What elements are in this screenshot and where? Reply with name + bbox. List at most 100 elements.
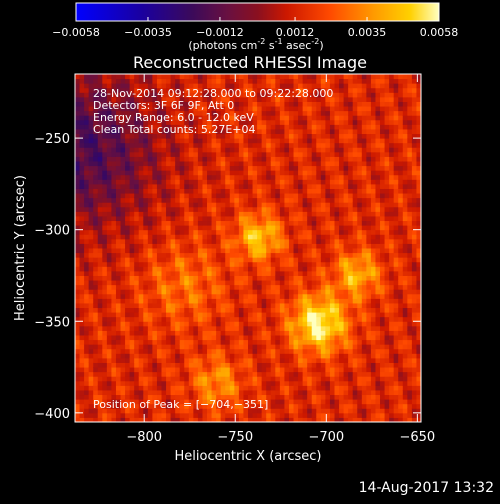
heatmap-cell (125, 289, 130, 294)
heatmap-cell (98, 353, 103, 358)
heatmap-cell (98, 298, 103, 303)
heatmap-cell (266, 275, 271, 280)
heatmap-cell (348, 257, 353, 262)
chart-title: Reconstructed RHESSI Image (133, 53, 367, 72)
heatmap-cell (80, 138, 85, 143)
heatmap-cell (134, 358, 139, 363)
heatmap-cell (371, 312, 376, 317)
heatmap-cell (75, 271, 80, 276)
heatmap-cell (298, 303, 303, 308)
heatmap-cell (84, 92, 89, 97)
heatmap-cell (175, 298, 180, 303)
heatmap-cell (257, 271, 262, 276)
heatmap-cell (339, 179, 344, 184)
heatmap-cell (148, 340, 153, 345)
heatmap-cell (325, 211, 330, 216)
heatmap-cell (266, 170, 271, 175)
heatmap-cell (116, 266, 121, 271)
heatmap-cell (366, 129, 371, 134)
heatmap-cell (243, 390, 248, 395)
heatmap-cell (330, 216, 335, 221)
heatmap-cell (198, 216, 203, 221)
heatmap-cell (362, 124, 367, 129)
heatmap-cell (80, 234, 85, 239)
heatmap-cell (189, 362, 194, 367)
heatmap-cell (280, 349, 285, 354)
heatmap-cell (371, 385, 376, 390)
heatmap-cell (275, 413, 280, 418)
heatmap-cell (189, 390, 194, 395)
heatmap-cell (234, 253, 239, 258)
heatmap-cell (189, 147, 194, 152)
heatmap-cell (253, 143, 258, 148)
heatmap-cell (134, 166, 139, 171)
heatmap-cell (107, 376, 112, 381)
heatmap-cell (98, 344, 103, 349)
heatmap-cell (335, 138, 340, 143)
heatmap-cell (84, 202, 89, 207)
heatmap-cell (189, 285, 194, 290)
heatmap-cell (330, 79, 335, 84)
heatmap-cell (234, 211, 239, 216)
heatmap-cell (262, 321, 267, 326)
heatmap-cell (321, 106, 326, 111)
heatmap-cell (303, 266, 308, 271)
heatmap-cell (80, 335, 85, 340)
heatmap-cell (262, 138, 267, 143)
heatmap-cell (303, 202, 308, 207)
heatmap-cell (162, 221, 167, 226)
heatmap-cell (294, 271, 299, 276)
heatmap-cell (294, 175, 299, 180)
heatmap-cell (98, 367, 103, 372)
heatmap-cell (280, 344, 285, 349)
heatmap-cell (321, 312, 326, 317)
heatmap-cell (202, 312, 207, 317)
heatmap-cell (202, 225, 207, 230)
heatmap-cell (330, 390, 335, 395)
heatmap-cell (198, 321, 203, 326)
heatmap-cell (143, 184, 148, 189)
heatmap-cell (230, 349, 235, 354)
heatmap-cell (84, 211, 89, 216)
heatmap-cell (348, 129, 353, 134)
heatmap-cell (362, 184, 367, 189)
heatmap-cell (339, 344, 344, 349)
heatmap-cell (175, 312, 180, 317)
heatmap-cell (298, 198, 303, 203)
heatmap-cell (116, 188, 121, 193)
heatmap-cell (193, 353, 198, 358)
heatmap-cell (84, 129, 89, 134)
heatmap-cell (166, 161, 171, 166)
heatmap-cell (125, 321, 130, 326)
heatmap-cell (275, 143, 280, 148)
heatmap-cell (262, 216, 267, 221)
heatmap-cell (257, 120, 262, 125)
heatmap-cell (312, 184, 317, 189)
heatmap-cell (102, 289, 107, 294)
heatmap-cell (84, 221, 89, 226)
heatmap-cell (157, 381, 162, 386)
heatmap-cell (116, 234, 121, 239)
heatmap-cell (339, 115, 344, 120)
heatmap-cell (294, 239, 299, 244)
heatmap-cell (257, 330, 262, 335)
heatmap-cell (248, 385, 253, 390)
heatmap-cell (339, 124, 344, 129)
heatmap-cell (362, 385, 367, 390)
heatmap-cell (143, 362, 148, 367)
heatmap-cell (303, 413, 308, 418)
heatmap-cell (207, 294, 212, 299)
heatmap-cell (143, 340, 148, 345)
heatmap-cell (371, 317, 376, 322)
heatmap-cell (321, 317, 326, 322)
heatmap-cell (262, 188, 267, 193)
heatmap-cell (134, 156, 139, 161)
heatmap-cell (262, 193, 267, 198)
heatmap-cell (284, 161, 289, 166)
heatmap-cell (230, 353, 235, 358)
heatmap-cell (289, 349, 294, 354)
heatmap-cell (266, 303, 271, 308)
heatmap-cell (289, 257, 294, 262)
heatmap-cell (325, 266, 330, 271)
heatmap-cell (121, 248, 126, 253)
